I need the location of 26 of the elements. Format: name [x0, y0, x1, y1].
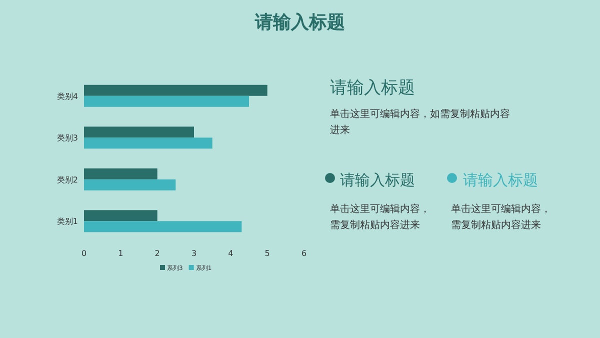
text: 请输入标题: [463, 170, 539, 191]
bar: [84, 84, 268, 96]
y-tick-label: 类别3: [56, 134, 78, 143]
bar: [84, 179, 176, 190]
chart-title: 请输入标题: [254, 12, 345, 33]
x-tick-label: 5: [264, 249, 270, 258]
text: 请输入标题: [340, 170, 416, 191]
x-tick-label: 4: [228, 249, 234, 258]
text: 单击这里可编辑内容，需复制粘贴内容进来: [451, 202, 552, 233]
x-tick-label: 3: [191, 249, 197, 258]
x-tick-label: 0: [81, 249, 87, 258]
text: 单击这里可编辑内容，如需复制粘贴内容进来: [330, 108, 511, 138]
bar: [84, 138, 212, 149]
text: 单击这里可编辑内容，需复制粘贴内容进来: [330, 202, 431, 233]
bar: [84, 126, 194, 138]
bar: [84, 210, 158, 222]
bar: [84, 96, 249, 107]
x-tick-label: 6: [301, 249, 307, 258]
bar: [84, 221, 242, 232]
x-tick-label: 1: [118, 249, 124, 258]
x-tick-label: 2: [154, 249, 160, 258]
y-tick-label: 类别1: [56, 217, 78, 226]
y-tick-label: 类别2: [56, 175, 78, 184]
y-tick-label: 类别4: [56, 92, 78, 101]
text: 请输入标题: [330, 77, 416, 99]
bar: [84, 168, 158, 180]
